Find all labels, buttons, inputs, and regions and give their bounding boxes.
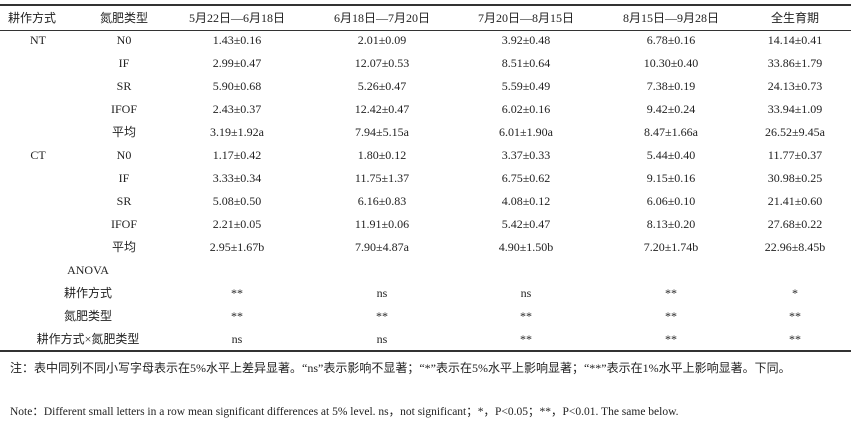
nitrogen-cell: SR	[116, 79, 132, 93]
header-cell: 8月15日—9月28日	[622, 11, 720, 25]
value-cell: 7.38±0.19	[646, 79, 696, 93]
value-cell: 33.86±1.79	[767, 56, 823, 70]
value-cell: 2.43±0.37	[212, 102, 262, 116]
anova-cell: **	[665, 309, 677, 323]
anova-cell: ns	[376, 332, 388, 346]
value-cell: 2.01±0.09	[357, 33, 407, 47]
value-cell: 21.41±0.60	[767, 194, 823, 208]
anova-cell: **	[665, 332, 677, 346]
value-cell: 5.08±0.50	[212, 194, 262, 208]
anova-cell: **	[789, 309, 801, 323]
nitrogen-cell: IF	[118, 56, 130, 70]
anova-cell: ns	[520, 286, 532, 300]
value-cell: 6.06±0.10	[646, 194, 696, 208]
value-cell: 6.78±0.16	[646, 33, 696, 47]
nitrogen-cell: 平均	[111, 240, 137, 254]
anova-cell: ns	[376, 286, 388, 300]
nitrogen-cell: SR	[116, 194, 132, 208]
value-cell: 9.15±0.16	[646, 171, 696, 185]
nitrogen-cell: IF	[118, 171, 130, 185]
anova-cell: **	[376, 309, 388, 323]
note-en: Note：Different small letters in a row me…	[10, 406, 679, 418]
tillage-cell: NT	[30, 33, 46, 47]
value-cell: 6.16±0.83	[357, 194, 407, 208]
value-cell: 12.42±0.47	[354, 102, 410, 116]
value-cell: 30.98±0.25	[767, 171, 823, 185]
header-cell: 7月20日—8月15日	[477, 11, 575, 25]
value-cell: 4.90±1.50b	[498, 240, 554, 254]
value-cell: 12.07±0.53	[354, 56, 410, 70]
anova-cell: **	[665, 286, 677, 300]
value-cell: 22.96±8.45b	[764, 240, 826, 254]
value-cell: 8.47±1.66a	[644, 125, 698, 139]
anova-cell: **	[231, 309, 243, 323]
bottom-rule	[0, 350, 851, 352]
anova-cell: **	[789, 332, 801, 346]
top-rule	[0, 4, 851, 6]
value-cell: 4.08±0.12	[501, 194, 551, 208]
value-cell: 6.75±0.62	[501, 171, 551, 185]
header-cell: 全生育期	[770, 11, 820, 25]
note-zh: 注：表中同列不同小写字母表示在5%水平上差异显著。“ns”表示影响不显著；“*”…	[10, 361, 791, 375]
value-cell: 5.26±0.47	[357, 79, 407, 93]
tillage-cell: CT	[30, 148, 46, 162]
value-cell: 5.59±0.49	[501, 79, 551, 93]
value-cell: 3.33±0.34	[212, 171, 262, 185]
value-cell: 5.90±0.68	[212, 79, 262, 93]
anova-cell: **	[231, 286, 243, 300]
value-cell: 3.37±0.33	[501, 148, 551, 162]
anova-factor: 耕作方式	[63, 286, 113, 300]
anova-label: ANOVA	[67, 263, 109, 277]
value-cell: 9.42±0.24	[646, 102, 696, 116]
value-cell: 14.14±0.41	[767, 33, 823, 47]
value-cell: 11.91±0.06	[354, 217, 410, 231]
header-cell: 5月22日—6月18日	[188, 11, 286, 25]
value-cell: 6.02±0.16	[501, 102, 551, 116]
header-cell: 氮肥类型	[99, 11, 149, 25]
nitrogen-cell: N0	[116, 33, 132, 47]
value-cell: 27.68±0.22	[767, 217, 823, 231]
value-cell: 7.94±5.15a	[355, 125, 409, 139]
anova-cell: **	[520, 309, 532, 323]
value-cell: 5.44±0.40	[646, 148, 696, 162]
value-cell: 33.94±1.09	[767, 102, 823, 116]
value-cell: 2.95±1.67b	[209, 240, 265, 254]
header-cell: 耕作方式	[7, 11, 57, 25]
value-cell: 8.51±0.64	[501, 56, 551, 70]
value-cell: 10.30±0.40	[643, 56, 699, 70]
value-cell: 26.52±9.45a	[765, 125, 825, 139]
value-cell: 3.19±1.92a	[210, 125, 264, 139]
value-cell: 1.17±0.42	[212, 148, 262, 162]
nitrogen-cell: IFOF	[110, 102, 138, 116]
value-cell: 11.77±0.37	[767, 148, 823, 162]
anova-cell: *	[792, 286, 798, 300]
value-cell: 7.90±4.87a	[355, 240, 409, 254]
value-cell: 5.42±0.47	[501, 217, 551, 231]
value-cell: 24.13±0.73	[767, 79, 823, 93]
value-cell: 11.75±1.37	[354, 171, 410, 185]
anova-cell: ns	[231, 332, 243, 346]
value-cell: 7.20±1.74b	[643, 240, 699, 254]
value-cell: 3.92±0.48	[501, 33, 551, 47]
nitrogen-cell: IFOF	[110, 217, 138, 231]
value-cell: 1.80±0.12	[357, 148, 407, 162]
value-cell: 8.13±0.20	[646, 217, 696, 231]
header-cell: 6月18日—7月20日	[333, 11, 431, 25]
anova-factor: 氮肥类型	[63, 309, 113, 323]
value-cell: 6.01±1.90a	[499, 125, 553, 139]
value-cell: 1.43±0.16	[212, 33, 262, 47]
anova-factor: 耕作方式×氮肥类型	[36, 332, 140, 346]
anova-cell: **	[520, 332, 532, 346]
value-cell: 2.99±0.47	[212, 56, 262, 70]
nitrogen-cell: 平均	[111, 125, 137, 139]
header-rule	[0, 30, 851, 31]
value-cell: 2.21±0.05	[212, 217, 262, 231]
nitrogen-cell: N0	[116, 148, 132, 162]
